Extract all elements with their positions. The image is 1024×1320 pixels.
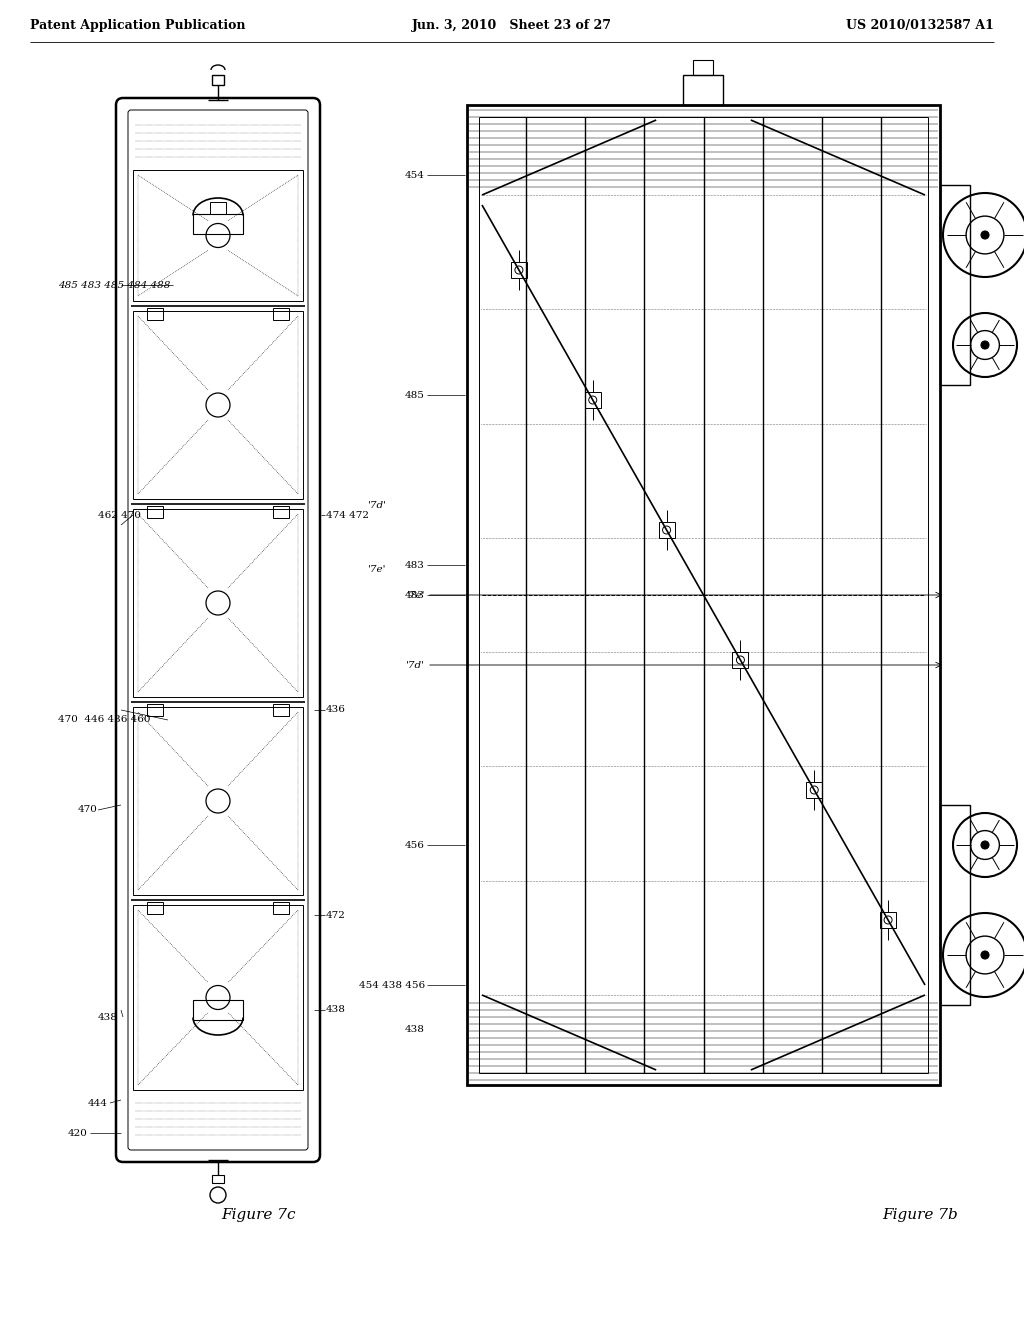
Text: 454: 454 [406,170,425,180]
Bar [467,106,940,1085]
Bar [273,308,289,319]
Bar [133,906,303,1090]
Circle shape [981,950,989,960]
Text: '7d': '7d' [406,660,425,669]
Bar [273,902,289,913]
Text: 472: 472 [326,911,346,920]
Bar [658,521,675,539]
Text: 438: 438 [326,1006,346,1015]
Bar [693,59,713,75]
Bar [273,506,289,517]
Text: 470: 470 [78,805,98,814]
Bar [210,202,226,214]
Circle shape [981,231,989,239]
Bar [511,261,527,279]
Text: 470  446 436 460: 470 446 436 460 [58,715,151,725]
Text: US 2010/0132587 A1: US 2010/0132587 A1 [846,18,994,32]
Text: 444: 444 [88,1098,108,1107]
Text: Figure 7b: Figure 7b [882,1208,957,1222]
Bar [585,392,601,408]
Bar [683,75,723,106]
Text: 456: 456 [406,841,425,850]
Text: '7d': '7d' [368,500,387,510]
Bar [212,75,224,84]
Bar [940,805,970,1005]
Text: 485 483 485 484 488: 485 483 485 484 488 [58,281,170,289]
Bar [147,704,163,715]
Bar [193,214,243,234]
Bar [133,170,303,301]
Text: 483: 483 [406,590,425,599]
Bar [212,1175,224,1183]
Text: Patent Application Publication: Patent Application Publication [30,18,246,32]
Bar [133,312,303,499]
Circle shape [981,841,989,849]
Bar [880,912,896,928]
Bar [147,902,163,913]
Bar [806,781,822,799]
Bar [732,652,749,668]
Text: Figure 7c: Figure 7c [221,1208,295,1222]
Text: 474 472: 474 472 [326,511,369,520]
Text: 485: 485 [406,391,425,400]
Text: 438: 438 [98,1012,118,1022]
Text: '7e': '7e' [368,565,386,574]
Bar [147,506,163,517]
Text: Jun. 3, 2010   Sheet 23 of 27: Jun. 3, 2010 Sheet 23 of 27 [412,18,612,32]
Text: 438: 438 [406,1026,425,1035]
Bar [147,308,163,319]
Text: '7e': '7e' [407,590,425,599]
Text: 436: 436 [326,705,346,714]
Bar [940,185,970,385]
Text: 454 438 456: 454 438 456 [358,981,425,990]
Circle shape [981,341,989,348]
FancyBboxPatch shape [116,98,319,1162]
Text: 483: 483 [406,561,425,569]
Bar [133,510,303,697]
Bar [133,708,303,895]
Text: 420: 420 [68,1129,88,1138]
Text: 462 470: 462 470 [98,511,141,520]
Bar [193,999,243,1019]
Bar [273,704,289,715]
